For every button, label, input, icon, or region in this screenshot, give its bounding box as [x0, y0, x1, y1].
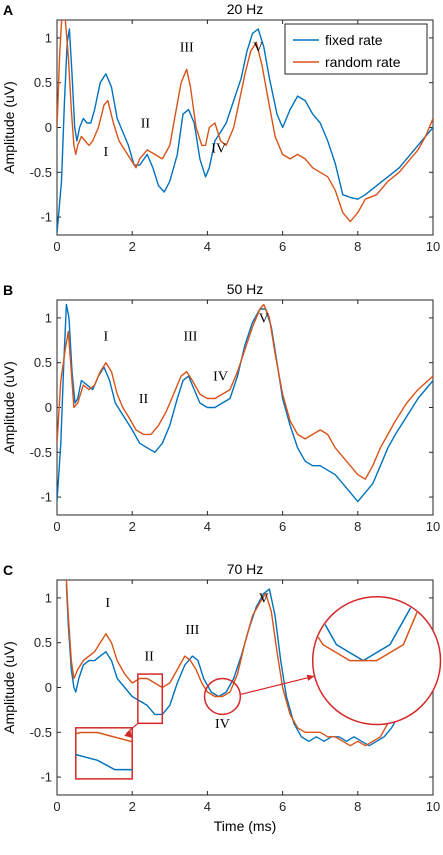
panel-title: 70 Hz	[227, 561, 264, 577]
y-tick-label: -1	[40, 770, 52, 785]
zoom-inset-content	[313, 597, 440, 724]
zoom-source-circle	[203, 677, 242, 716]
series-line-fixed-rate	[57, 28, 433, 234]
wave-label: I	[104, 329, 109, 344]
wave-label: III	[183, 329, 197, 344]
legend: fixed rate random rate	[284, 23, 428, 75]
series-line-fixed-rate	[65, 584, 433, 747]
x-tick-label: 6	[279, 799, 286, 814]
series-line-random-rate	[57, 20, 433, 223]
wave-label: V	[253, 40, 263, 55]
series-line-random-rate	[57, 303, 433, 480]
x-tick-label: 8	[354, 799, 361, 814]
zoom-arrow-head	[124, 729, 133, 738]
wave-label: II	[139, 392, 149, 407]
wave-label: III	[180, 40, 194, 55]
y-tick-label: 1	[45, 590, 52, 605]
series-group	[65, 580, 433, 747]
wave-label: V	[259, 591, 269, 606]
plot-frame	[56, 299, 434, 516]
y-tick-label: -1	[40, 490, 52, 505]
wave-label: IV	[213, 370, 228, 385]
legend-entry: random rate	[325, 54, 401, 70]
series-line-random-rate	[65, 580, 433, 747]
legend-box	[284, 23, 428, 75]
x-tick-label: 10	[426, 519, 440, 534]
inset-series-line	[313, 597, 440, 724]
y-tick-label: -0.5	[30, 725, 52, 740]
x-tick-label: 8	[354, 519, 361, 534]
x-tick-label: 2	[129, 799, 136, 814]
y-tick-label: 1	[45, 30, 52, 45]
x-tick-label: 4	[204, 799, 211, 814]
x-tick-label: 8	[354, 239, 361, 254]
x-tick-label: 4	[204, 519, 211, 534]
series-group	[57, 303, 433, 503]
panel-title: 50 Hz	[227, 281, 264, 297]
panel-letter: A	[3, 2, 13, 18]
y-tick-label: 0.5	[34, 75, 52, 90]
y-tick-label: 0	[45, 680, 52, 695]
y-tick-label: 1	[45, 310, 52, 325]
wave-label: IV	[211, 142, 226, 157]
x-tick-label: 4	[204, 239, 211, 254]
x-tick-label: 0	[53, 239, 60, 254]
x-tick-label: 0	[53, 799, 60, 814]
wave-label: V	[259, 311, 269, 326]
wave-label: II	[144, 650, 154, 665]
y-tick-label: 0.5	[34, 635, 52, 650]
wave-label: III	[185, 623, 199, 638]
y-tick-label: -0.5	[30, 445, 52, 460]
x-tick-label: 2	[129, 519, 136, 534]
legend-entry: fixed rate	[325, 32, 383, 48]
x-tick-label: 6	[279, 519, 286, 534]
x-tick-label: 2	[129, 239, 136, 254]
x-tick-label: 10	[426, 799, 440, 814]
zoom-inset-box	[75, 727, 133, 780]
y-tick-label: 0	[45, 120, 52, 135]
wave-label: IV	[215, 717, 230, 732]
y-tick-label: -0.5	[30, 165, 52, 180]
x-tick-label: 10	[426, 239, 440, 254]
x-tick-label: 6	[279, 239, 286, 254]
wave-label: I	[105, 596, 110, 611]
zoom-arrow-head	[306, 674, 315, 681]
panel-c: 0 2 4 6 8 10 -1 -0.5 0 0.5 1 70 Hz C Amplitude (uV) Ti…	[1, 561, 442, 834]
panel-title: 20 Hz	[227, 1, 264, 17]
zoom-arrow	[240, 675, 315, 696]
zoom-source-box	[137, 673, 164, 725]
x-tick-label: 0	[53, 519, 60, 534]
inset-series-line	[313, 597, 440, 724]
series-group	[57, 20, 433, 234]
wave-label: II	[141, 117, 151, 132]
series-line-fixed-rate	[57, 303, 433, 503]
panel-letter: C	[3, 562, 13, 578]
y-axis-label: Amplitude (uV)	[1, 361, 17, 454]
zoom-insets	[75, 595, 442, 780]
wave-label: I	[104, 145, 109, 160]
y-tick-label: -1	[40, 210, 52, 225]
y-axis-label: Amplitude (uV)	[1, 81, 17, 174]
panel-letter: B	[3, 282, 13, 298]
y-tick-label: 0	[45, 400, 52, 415]
x-axis-label: Time (ms)	[214, 818, 276, 834]
y-tick-label: 0.5	[34, 355, 52, 370]
y-axis-label: Amplitude (uV)	[1, 641, 17, 734]
